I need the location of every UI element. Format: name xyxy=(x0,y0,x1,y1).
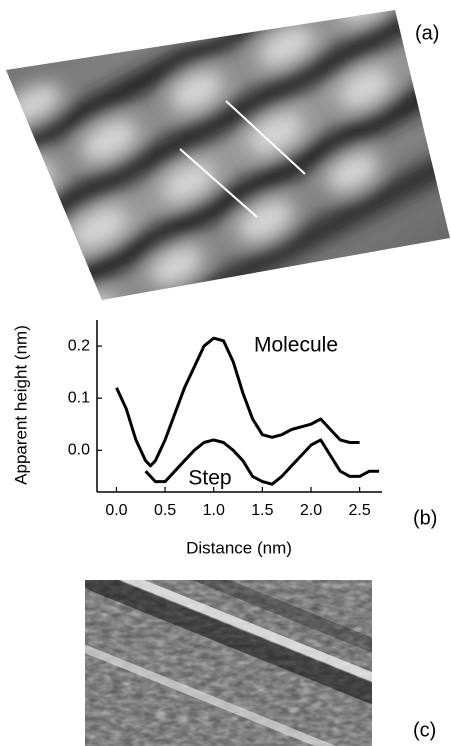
x-tick-label: 1.5 xyxy=(251,502,273,519)
panel-label: (b) xyxy=(413,507,437,529)
profile-line xyxy=(225,100,306,175)
x-axis-title: Distance (nm) xyxy=(186,538,292,557)
y-tick-label: 0.2 xyxy=(68,337,90,354)
x-tick-label: 0.0 xyxy=(105,502,127,519)
y-axis-title: Apparent height (nm) xyxy=(11,325,30,485)
stm-image-c xyxy=(85,580,372,746)
profile-line xyxy=(179,148,258,218)
y-tick-label: 0.0 xyxy=(68,442,90,459)
series-label: Molecule xyxy=(254,334,338,357)
series-line xyxy=(144,438,380,486)
stm-image-a xyxy=(6,10,450,300)
x-tick-label: 0.5 xyxy=(154,502,176,519)
series-line xyxy=(115,336,360,468)
x-tick-label: 1.0 xyxy=(203,502,225,519)
panel-label: (c) xyxy=(413,719,436,741)
panel-label: (a) xyxy=(415,22,439,44)
y-tick-label: 0.1 xyxy=(68,389,90,406)
x-tick-label: 2.0 xyxy=(300,502,322,519)
series-label: Step xyxy=(188,467,231,490)
x-tick-label: 2.5 xyxy=(349,502,371,519)
